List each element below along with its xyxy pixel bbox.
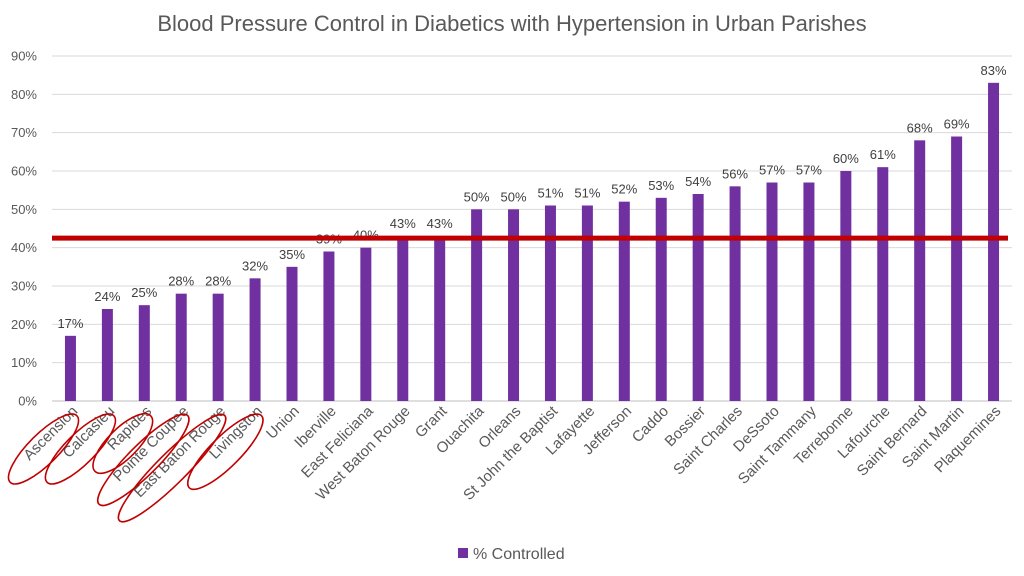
bar bbox=[544, 205, 556, 401]
bar bbox=[64, 335, 76, 401]
data-label: 28% bbox=[168, 274, 194, 289]
bar bbox=[175, 293, 187, 401]
circle-annotation bbox=[117, 413, 227, 523]
bar bbox=[286, 266, 298, 401]
legend: % Controlled bbox=[458, 546, 565, 563]
bar bbox=[212, 293, 224, 401]
bar bbox=[988, 82, 1000, 401]
bar bbox=[138, 305, 150, 401]
bar bbox=[360, 247, 372, 401]
bar bbox=[692, 194, 704, 401]
y-tick-label: 20% bbox=[11, 317, 37, 332]
data-label: 61% bbox=[870, 147, 896, 162]
bars bbox=[64, 82, 1000, 402]
data-label: 28% bbox=[205, 274, 231, 289]
bar bbox=[434, 236, 446, 401]
data-label: 32% bbox=[242, 258, 268, 273]
data-label: 17% bbox=[57, 316, 83, 331]
bar bbox=[471, 209, 483, 401]
data-label: 52% bbox=[611, 182, 637, 197]
y-tick-label: 80% bbox=[11, 87, 37, 102]
data-label: 69% bbox=[944, 117, 970, 132]
circle-annotation bbox=[44, 413, 117, 485]
bar bbox=[101, 309, 113, 401]
y-tick-label: 30% bbox=[11, 279, 37, 294]
data-label: 24% bbox=[94, 289, 120, 304]
data-label: 57% bbox=[796, 163, 822, 178]
y-tick-label: 10% bbox=[11, 355, 37, 370]
y-tick-label: 90% bbox=[11, 49, 37, 64]
data-label: 51% bbox=[574, 186, 600, 201]
data-label: 43% bbox=[390, 216, 416, 231]
data-label: 35% bbox=[279, 247, 305, 262]
bar bbox=[803, 182, 815, 401]
y-axis-ticks: 0% 10% 20% 30% 40% 50% 60% 70% 80% 90% bbox=[11, 49, 37, 409]
data-label: 56% bbox=[722, 166, 748, 181]
data-labels: 17%24%25%28%28%32%35%39%40%43%43%50%50%5… bbox=[57, 63, 1007, 331]
legend-label: % Controlled bbox=[473, 546, 565, 563]
bar bbox=[729, 186, 741, 401]
circle-annotation bbox=[96, 413, 190, 507]
circle-annotation bbox=[186, 413, 264, 491]
bar bbox=[766, 182, 778, 401]
y-tick-label: 70% bbox=[11, 125, 37, 140]
data-label: 43% bbox=[427, 216, 453, 231]
data-label: 50% bbox=[501, 189, 527, 204]
bar bbox=[581, 205, 593, 401]
bar bbox=[508, 209, 520, 401]
y-tick-label: 60% bbox=[11, 164, 37, 179]
bar bbox=[397, 236, 409, 401]
y-tick-label: 0% bbox=[18, 394, 37, 409]
gridlines bbox=[52, 55, 1012, 402]
bar bbox=[618, 201, 630, 401]
bar bbox=[840, 171, 852, 401]
bar bbox=[951, 136, 963, 401]
data-label: 60% bbox=[833, 151, 859, 166]
data-label: 54% bbox=[685, 174, 711, 189]
data-label: 50% bbox=[464, 189, 490, 204]
bar bbox=[914, 140, 926, 402]
bar bbox=[249, 278, 261, 401]
circle-annotation bbox=[7, 413, 80, 485]
bar bbox=[323, 251, 335, 401]
y-tick-label: 50% bbox=[11, 202, 37, 217]
bar bbox=[877, 167, 889, 401]
hand-drawn-circles bbox=[7, 412, 264, 523]
data-label: 53% bbox=[648, 178, 674, 193]
legend-swatch bbox=[458, 548, 468, 558]
data-label: 57% bbox=[759, 163, 785, 178]
bar bbox=[655, 197, 667, 401]
data-label: 68% bbox=[907, 120, 933, 135]
y-tick-label: 40% bbox=[11, 240, 37, 255]
data-label: 25% bbox=[131, 285, 157, 300]
circle-annotation bbox=[92, 412, 154, 475]
chart-title: Blood Pressure Control in Diabetics with… bbox=[157, 11, 866, 36]
data-label: 83% bbox=[981, 63, 1007, 78]
data-label: 51% bbox=[537, 186, 563, 201]
